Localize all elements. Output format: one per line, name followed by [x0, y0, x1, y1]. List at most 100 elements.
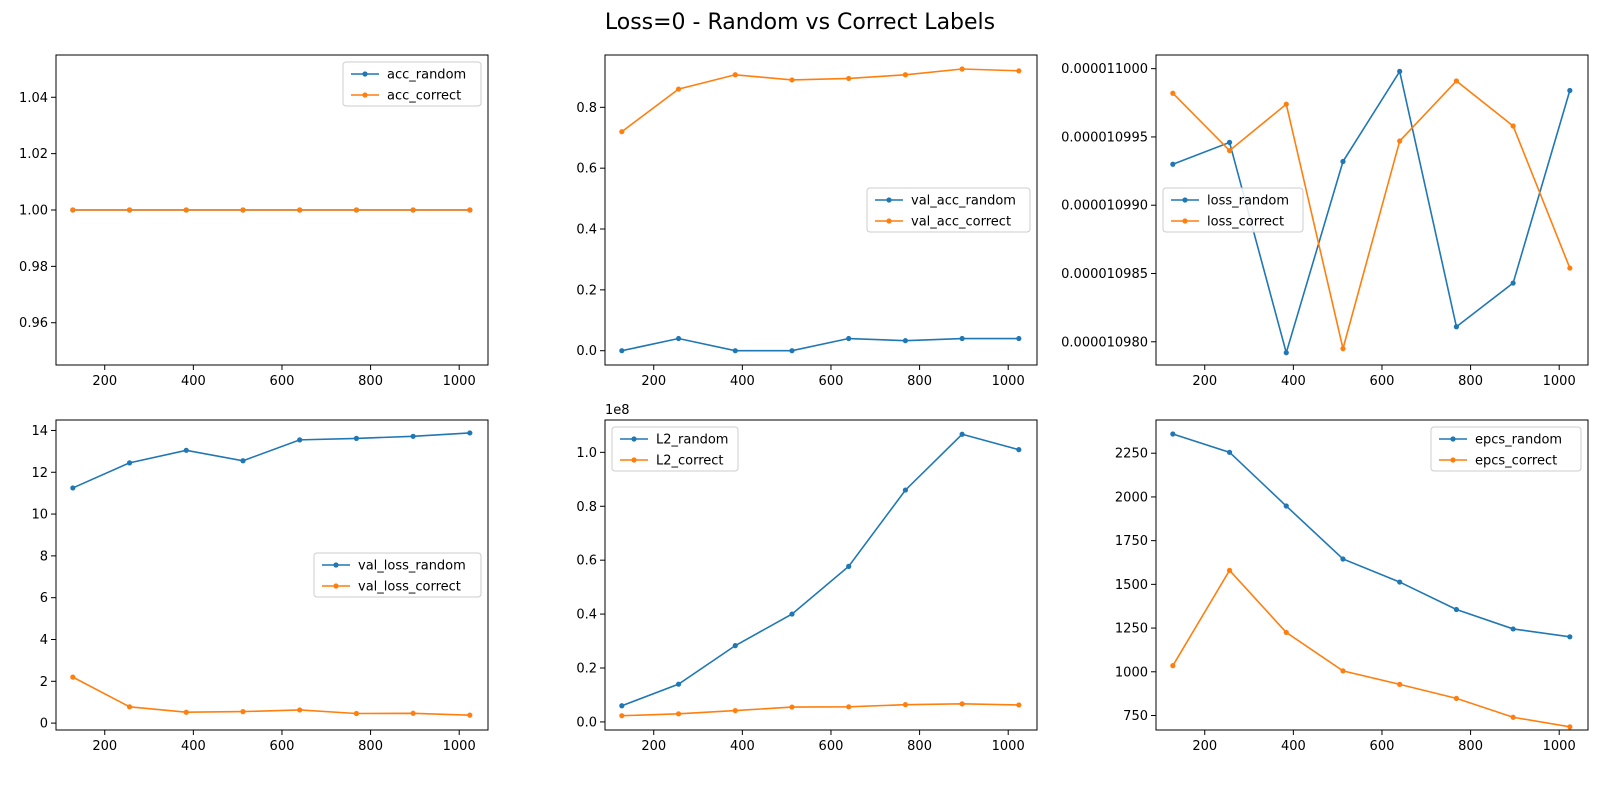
data-point-loss_random — [1170, 161, 1176, 167]
data-point-loss_correct — [1340, 346, 1346, 352]
data-point-loss_correct — [1567, 265, 1573, 271]
legend-marker — [631, 436, 637, 442]
data-point-val_acc_random — [902, 338, 909, 344]
series-line-val_acc_correct — [621, 68, 1019, 133]
legend-marker — [1450, 457, 1456, 463]
x-tick-label: 600 — [819, 739, 844, 754]
data-point-L2_random — [1016, 447, 1022, 453]
data-point-L2_random — [902, 487, 909, 493]
data-point-epcs_correct — [1170, 663, 1176, 669]
subplot-4: 200 400 600 800 1000 0 2 4 6 8 10 12 14 val_loss_rand… — [31, 419, 489, 754]
data-point-loss_random — [1226, 139, 1233, 146]
data-point-loss_correct — [1397, 138, 1403, 144]
x-tick-label: 200 — [641, 374, 666, 389]
data-point-L2_correct — [675, 711, 682, 717]
data-point-L2_random — [675, 681, 682, 687]
data-point-epcs_random — [1510, 626, 1516, 632]
data-point-L2_correct — [789, 704, 795, 710]
data-point-val_acc_random — [675, 335, 682, 342]
series-line-val_acc_random — [621, 337, 1019, 352]
y-tick-label: 1.02 — [19, 147, 48, 162]
data-point-val_loss_correct — [297, 707, 303, 713]
data-point-loss_correct — [1226, 147, 1233, 154]
legend-label: acc_random — [387, 68, 466, 83]
y-tick-label: 6 — [40, 591, 48, 606]
legend-label: epcs_correct — [1475, 454, 1557, 469]
axes-frame — [1155, 54, 1589, 366]
legend-marker — [1182, 218, 1188, 224]
legend-label: loss_correct — [1207, 215, 1284, 230]
y-tick-label: 0.000010980 — [1061, 335, 1148, 350]
data-point-val_acc_correct — [846, 75, 852, 82]
data-point-epcs_correct — [1510, 714, 1516, 720]
subplot-2: 200 400 600 800 1000 0.0 0.2 0.4 0.6 0.8 val_acc_r… — [576, 54, 1038, 389]
data-point-val_loss_random — [126, 460, 133, 466]
data-point-val_acc_correct — [1016, 68, 1022, 74]
legend: val_loss_random val_loss_correct — [313, 552, 482, 598]
x-tick-label: 400 — [1281, 739, 1306, 754]
subplot-6: 200 400 600 800 1000 750 1000 1250 1500 1750 2000 2… — [1115, 419, 1589, 754]
data-point-val_acc_random — [959, 335, 965, 342]
legend-label: loss_random — [1207, 194, 1289, 209]
data-point-val_acc_random — [846, 335, 852, 342]
data-point-loss_correct — [1283, 101, 1289, 107]
data-point-val_acc_random — [789, 348, 795, 354]
data-point-val_loss_correct — [183, 709, 189, 715]
data-point-val_loss_random — [410, 433, 416, 439]
x-tick-label: 200 — [641, 739, 666, 754]
legend-marker — [886, 197, 892, 203]
data-point-val_acc_correct — [732, 72, 738, 78]
legend-label: val_loss_correct — [358, 580, 461, 595]
data-point-epcs_correct — [1397, 681, 1403, 687]
legend-box — [866, 187, 1031, 233]
x-tick-label: 600 — [1370, 739, 1395, 754]
series-line-loss_random — [1172, 69, 1571, 356]
data-point-loss_random — [1510, 280, 1516, 286]
data-point-loss_correct — [1453, 78, 1460, 84]
data-point-loss_random — [1340, 158, 1346, 165]
data-point-acc_correct — [297, 207, 303, 213]
x-tick-label: 1000 — [992, 739, 1025, 754]
legend-marker — [631, 457, 637, 463]
data-point-L2_random — [732, 643, 738, 649]
legend-marker — [333, 562, 339, 568]
series-line-val_loss_random — [72, 432, 470, 489]
legend-marker — [362, 71, 368, 77]
data-point-val_acc_correct — [619, 129, 625, 135]
data-point-acc_correct — [410, 207, 416, 213]
legend-label: val_loss_random — [358, 559, 466, 574]
data-point-loss_random — [1283, 350, 1289, 356]
y-tick-label: 750 — [1123, 709, 1148, 724]
y-tick-label: 1750 — [1115, 534, 1148, 549]
data-point-L2_random — [789, 611, 795, 617]
data-point-epcs_random — [1283, 503, 1289, 509]
legend-marker — [1182, 197, 1188, 203]
series-line-epcs_correct — [1172, 569, 1570, 728]
y-tick-label: 0.4 — [576, 608, 597, 623]
data-point-epcs_random — [1170, 431, 1176, 437]
data-point-val_loss_random — [297, 437, 303, 443]
x-tick-label: 800 — [358, 739, 383, 754]
data-point-epcs_random — [1226, 449, 1233, 455]
y-tick-label: 12 — [31, 466, 48, 481]
data-point-val_loss_correct — [126, 704, 133, 710]
y-tick-label: 0.000010990 — [1061, 199, 1148, 214]
data-point-epcs_random — [1453, 606, 1460, 613]
data-point-L2_random — [846, 563, 852, 569]
y-tick-label: 8 — [40, 549, 48, 564]
series-line-loss_correct — [1172, 79, 1571, 349]
series-line-L2_correct — [621, 703, 1019, 717]
data-point-val_acc_random — [619, 348, 625, 354]
y-tick-label: 0.000011000 — [1061, 62, 1148, 77]
legend: epcs_random epcs_correct — [1430, 426, 1582, 472]
data-point-val_acc_correct — [902, 72, 909, 78]
y-offset-label: 1e8 — [605, 403, 630, 418]
x-tick-label: 400 — [181, 374, 206, 389]
legend: acc_random acc_correct — [342, 61, 482, 107]
legend: L2_random L2_correct — [611, 426, 739, 472]
y-tick-label: 0.000010995 — [1061, 130, 1148, 145]
data-point-loss_random — [1453, 324, 1460, 330]
legend-label: L2_random — [656, 433, 728, 448]
y-tick-label: 1000 — [1115, 665, 1148, 680]
data-point-L2_correct — [619, 713, 625, 719]
